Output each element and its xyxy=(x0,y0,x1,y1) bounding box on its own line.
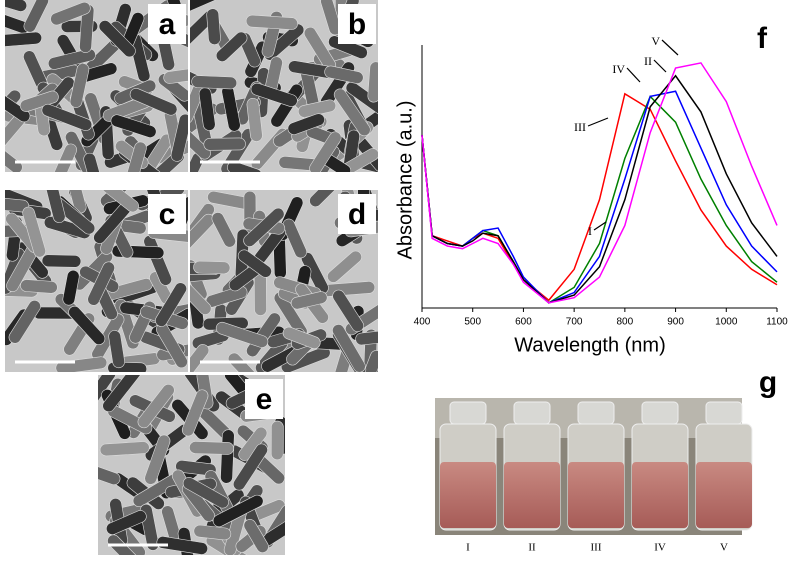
nanorod xyxy=(193,261,230,274)
x-tick-label: 600 xyxy=(515,317,532,328)
annotation: V xyxy=(651,34,660,48)
x-tick-label: 800 xyxy=(617,317,634,328)
nanorod xyxy=(206,8,221,45)
x-tick-label: 900 xyxy=(667,317,684,328)
panel-label: d xyxy=(348,198,366,231)
nanorod xyxy=(271,421,283,460)
x-tick-label: 1000 xyxy=(715,317,738,328)
vial-liquid xyxy=(504,462,560,528)
panel-label: g xyxy=(759,366,777,399)
vial-label: III xyxy=(591,542,602,554)
annotation-arrow xyxy=(654,60,666,72)
vial-neck xyxy=(450,402,486,424)
vial-label: II xyxy=(528,542,536,554)
tem-panel: e xyxy=(75,364,303,558)
x-tick-label: 700 xyxy=(566,317,583,328)
nanorod xyxy=(42,255,81,268)
y-axis-label: Absorbance (a.u.) xyxy=(394,101,416,260)
annotation-arrow xyxy=(627,68,640,82)
panel-label: b xyxy=(348,8,366,41)
vial-liquid xyxy=(696,462,752,528)
nanorod xyxy=(191,75,237,89)
vial-liquid xyxy=(632,462,688,528)
vial-neck xyxy=(578,402,614,424)
annotation: III xyxy=(574,120,586,134)
nanorod xyxy=(204,138,246,151)
spectrum-line xyxy=(422,94,777,300)
vial-liquid xyxy=(440,462,496,528)
tem-panel: d xyxy=(171,168,397,394)
tem-panel: a xyxy=(0,0,209,197)
panel-label: e xyxy=(256,383,273,416)
annotation: I xyxy=(588,224,592,238)
panel-label: a xyxy=(159,8,176,41)
x-axis-label: Wavelength (nm) xyxy=(514,334,666,356)
vial-label: V xyxy=(720,542,728,554)
x-tick-label: 400 xyxy=(414,317,431,328)
vial-label: IV xyxy=(654,542,666,554)
panel-label: f xyxy=(757,22,768,55)
figure: abcde f g IIIIIIIVV Wavelength (nm) Abso… xyxy=(0,0,788,558)
nanorod xyxy=(220,429,234,483)
annotation-arrow xyxy=(662,40,678,55)
vial-label: I xyxy=(466,542,470,554)
vial-neck xyxy=(706,402,742,424)
vial-liquid xyxy=(568,462,624,528)
nanorod xyxy=(367,61,382,102)
annotation: IV xyxy=(612,62,625,76)
tem-images: a b c d e xyxy=(0,0,397,558)
panel-label: c xyxy=(159,198,176,231)
vial-neck xyxy=(642,402,678,424)
annotation: II xyxy=(644,54,652,68)
spectrum-line xyxy=(422,76,777,303)
vial-neck xyxy=(514,402,550,424)
x-tick-label: 500 xyxy=(464,317,481,328)
nanorod xyxy=(189,441,234,454)
nanorod xyxy=(20,279,58,294)
annotation-arrow xyxy=(588,118,608,126)
x-tick-label: 1100 xyxy=(766,317,788,328)
tem-panel: b xyxy=(172,0,393,194)
tem-panel: c xyxy=(0,165,208,375)
